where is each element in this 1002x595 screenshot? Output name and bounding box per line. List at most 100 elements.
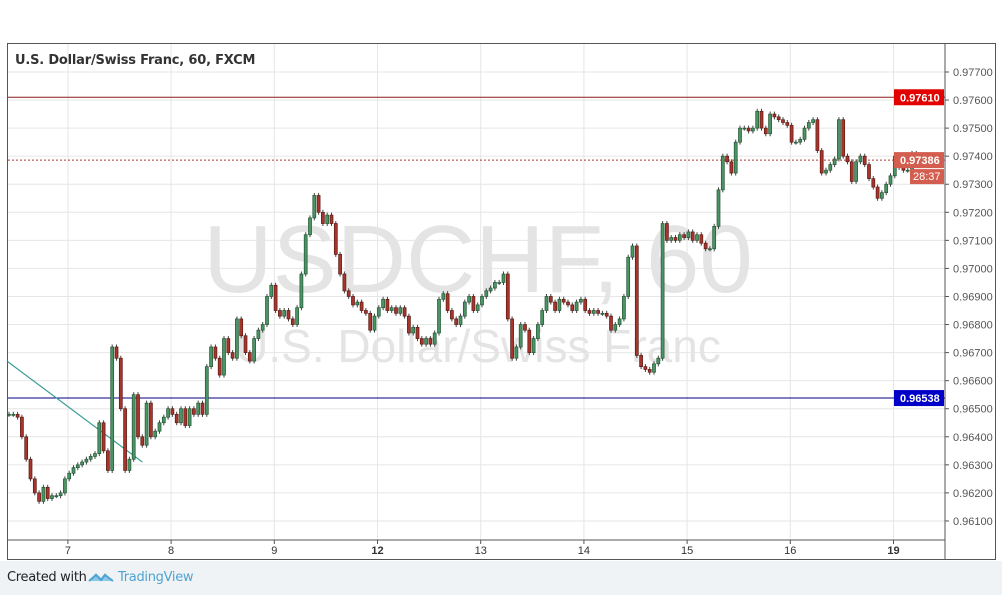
candle-body bbox=[798, 138, 803, 143]
candle-body bbox=[699, 234, 704, 244]
candle bbox=[415, 324, 420, 342]
candle-body bbox=[338, 254, 342, 275]
candle-body bbox=[273, 284, 278, 311]
candle bbox=[837, 117, 841, 162]
candle bbox=[540, 307, 545, 328]
candle-body bbox=[149, 402, 153, 438]
candle-body bbox=[884, 183, 889, 194]
candle-body bbox=[867, 164, 871, 179]
created-with-label: Created with bbox=[7, 570, 87, 585]
candle bbox=[144, 400, 149, 448]
candle bbox=[308, 215, 312, 238]
candle-body bbox=[282, 310, 287, 317]
candle-body bbox=[454, 318, 459, 325]
candlestick-chart[interactable]: 0.97700 0.97600 0.97500 0.97400 0.97300 0.972… bbox=[0, 0, 1002, 561]
candle-body bbox=[527, 329, 532, 353]
candle bbox=[806, 119, 811, 131]
candle bbox=[58, 490, 63, 499]
candle bbox=[32, 476, 37, 496]
candle-body bbox=[325, 214, 330, 224]
candle bbox=[531, 336, 536, 356]
candle bbox=[20, 414, 24, 440]
candle-body bbox=[342, 273, 347, 292]
candle bbox=[54, 493, 59, 499]
candle bbox=[772, 111, 777, 120]
candle-body bbox=[153, 430, 158, 438]
candle bbox=[303, 232, 308, 277]
candle-body bbox=[837, 119, 841, 160]
candle bbox=[480, 293, 484, 308]
candle bbox=[290, 316, 295, 328]
y-tick-label: 0.97300 bbox=[953, 179, 993, 191]
candle bbox=[166, 406, 170, 420]
candle-body bbox=[905, 169, 910, 172]
candle bbox=[845, 153, 850, 165]
candle bbox=[510, 316, 514, 361]
watermark-name: U.S. Dollar/Swiss Franc bbox=[235, 320, 721, 372]
candle bbox=[63, 476, 67, 496]
candle-body bbox=[247, 352, 252, 362]
candle bbox=[437, 296, 441, 336]
x-tick-label: 7 bbox=[65, 545, 71, 557]
candle-body bbox=[626, 256, 631, 297]
candle bbox=[484, 288, 489, 300]
candle-body bbox=[634, 245, 639, 356]
candle-body bbox=[497, 282, 502, 284]
candle bbox=[613, 322, 618, 333]
candle-body bbox=[557, 298, 562, 311]
candle-body bbox=[647, 369, 652, 373]
candle bbox=[368, 310, 373, 333]
candle bbox=[720, 153, 725, 193]
candle bbox=[75, 462, 80, 471]
price-label: 0.96538 bbox=[900, 393, 940, 405]
candle-body bbox=[140, 436, 145, 446]
candle bbox=[15, 411, 20, 420]
tradingview-logo-icon[interactable] bbox=[88, 569, 114, 585]
candle bbox=[488, 285, 493, 294]
tradingview-link[interactable]: TradingView bbox=[118, 570, 194, 585]
candle bbox=[454, 316, 459, 328]
candle-body bbox=[45, 486, 50, 499]
candle bbox=[789, 122, 794, 145]
candle bbox=[110, 344, 115, 473]
candle-body bbox=[669, 237, 674, 241]
candle-body bbox=[67, 472, 72, 480]
footer: Created with TradingView bbox=[0, 561, 1002, 595]
candle-body bbox=[781, 119, 785, 123]
candle bbox=[669, 235, 674, 243]
candle bbox=[781, 117, 785, 126]
candle-body bbox=[450, 310, 454, 320]
y-tick-label: 0.97400 bbox=[953, 151, 993, 163]
candle bbox=[239, 316, 244, 339]
candle-body bbox=[587, 310, 592, 314]
candle bbox=[7, 411, 11, 417]
candle-body bbox=[570, 304, 575, 311]
candle-body bbox=[785, 122, 790, 126]
candle-body bbox=[561, 298, 566, 303]
candle bbox=[342, 271, 347, 294]
candle bbox=[763, 125, 768, 137]
candle-body bbox=[24, 436, 29, 460]
x-tick-label: 13 bbox=[475, 545, 487, 557]
candle-body bbox=[131, 394, 136, 460]
candle-body bbox=[772, 113, 777, 118]
candle-body bbox=[579, 298, 583, 303]
candle bbox=[295, 305, 299, 328]
candle bbox=[222, 336, 226, 378]
candle bbox=[316, 192, 321, 215]
candle-body bbox=[729, 161, 734, 174]
candle bbox=[871, 176, 876, 190]
candle bbox=[419, 336, 424, 347]
candle-body bbox=[510, 318, 514, 359]
candle bbox=[118, 355, 123, 412]
candle bbox=[617, 316, 622, 328]
candle-body bbox=[505, 273, 510, 320]
candle bbox=[832, 156, 837, 168]
candle bbox=[127, 456, 132, 473]
candle-body bbox=[815, 119, 820, 151]
candle-body bbox=[385, 298, 390, 311]
candle bbox=[557, 296, 562, 314]
candle bbox=[106, 448, 110, 473]
candle-body bbox=[398, 307, 403, 314]
candle bbox=[200, 400, 205, 417]
